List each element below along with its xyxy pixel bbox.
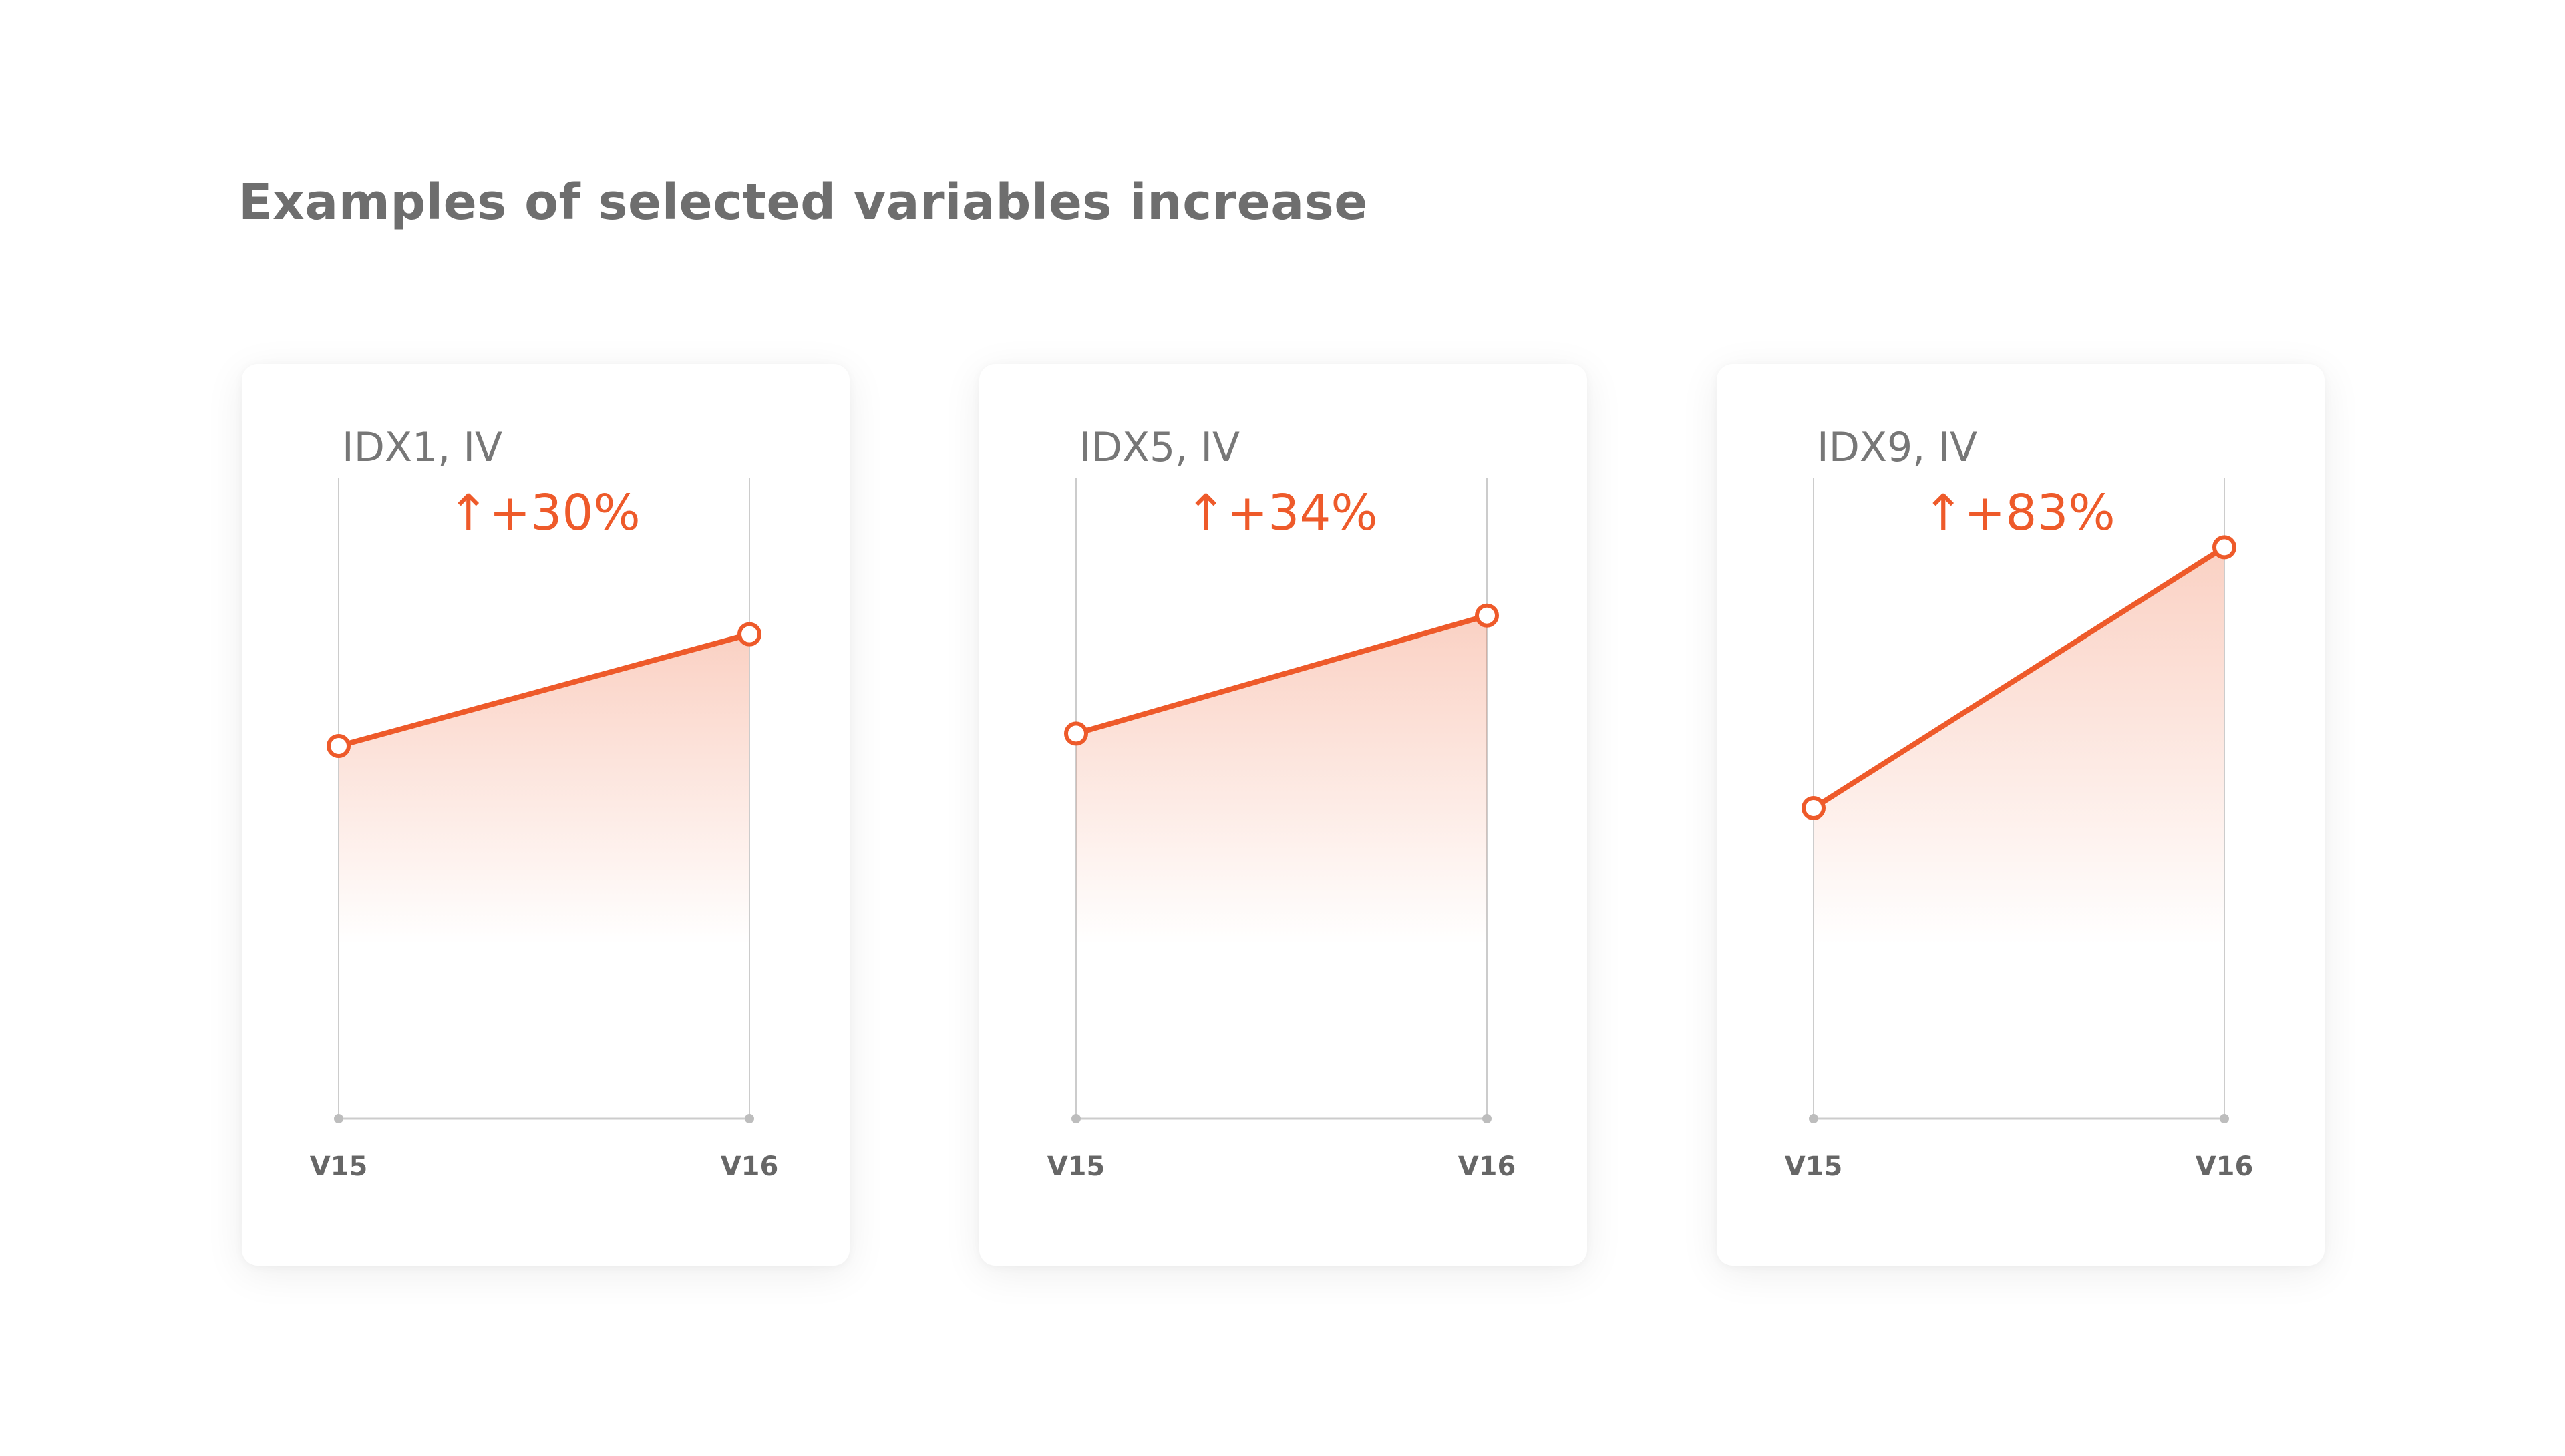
series-line (1075, 612, 1488, 737)
axis-tick-dot (1809, 1114, 1818, 1123)
delta-annotation: ↑+30% (448, 484, 640, 542)
axis-tick-dot (2220, 1114, 2229, 1123)
axis-tick-dot (745, 1114, 754, 1123)
data-point (1802, 796, 1826, 820)
chart-card-1: IDX1, IV V15 V16 ↑+30% (242, 364, 850, 1266)
data-point (327, 734, 351, 758)
series-area (1814, 547, 2224, 945)
series-line (337, 631, 751, 749)
chart-title: IDX1, IV (342, 424, 503, 471)
page-title: Examples of selected variables increase (238, 174, 1368, 231)
axis-tick-dot (1071, 1114, 1081, 1123)
data-point (1475, 603, 1499, 628)
chart-card-2: IDX5, IV V15 V16 ↑+34% (979, 364, 1587, 1266)
series-line (1812, 545, 2226, 811)
delta-annotation: ↑+34% (1185, 484, 1377, 542)
x-tick-label: V16 (721, 1151, 779, 1182)
series-area (1076, 615, 1487, 945)
x-tick-label: V15 (310, 1151, 368, 1182)
x-tick-label: V16 (2196, 1151, 2254, 1182)
data-point (737, 622, 761, 647)
chart-card-3: IDX9, IV V15 V16 ↑+83% (1717, 364, 2325, 1266)
delta-annotation: ↑+83% (1922, 484, 2115, 542)
line-chart: V15 V16 ↑+30% (310, 478, 779, 1182)
chart-title: IDX9, IV (1817, 424, 1978, 471)
data-point (2212, 535, 2236, 560)
data-point (1064, 721, 1088, 746)
chart-title: IDX5, IV (1079, 424, 1240, 471)
axis-tick-dot (334, 1114, 343, 1123)
x-tick-label: V15 (1047, 1151, 1105, 1182)
series-area (339, 634, 749, 945)
line-chart: V15 V16 ↑+34% (1047, 478, 1516, 1182)
axis-tick-dot (1482, 1114, 1492, 1123)
x-tick-label: V16 (1458, 1151, 1516, 1182)
x-tick-label: V15 (1785, 1151, 1843, 1182)
line-chart: V15 V16 ↑+83% (1785, 478, 2254, 1182)
